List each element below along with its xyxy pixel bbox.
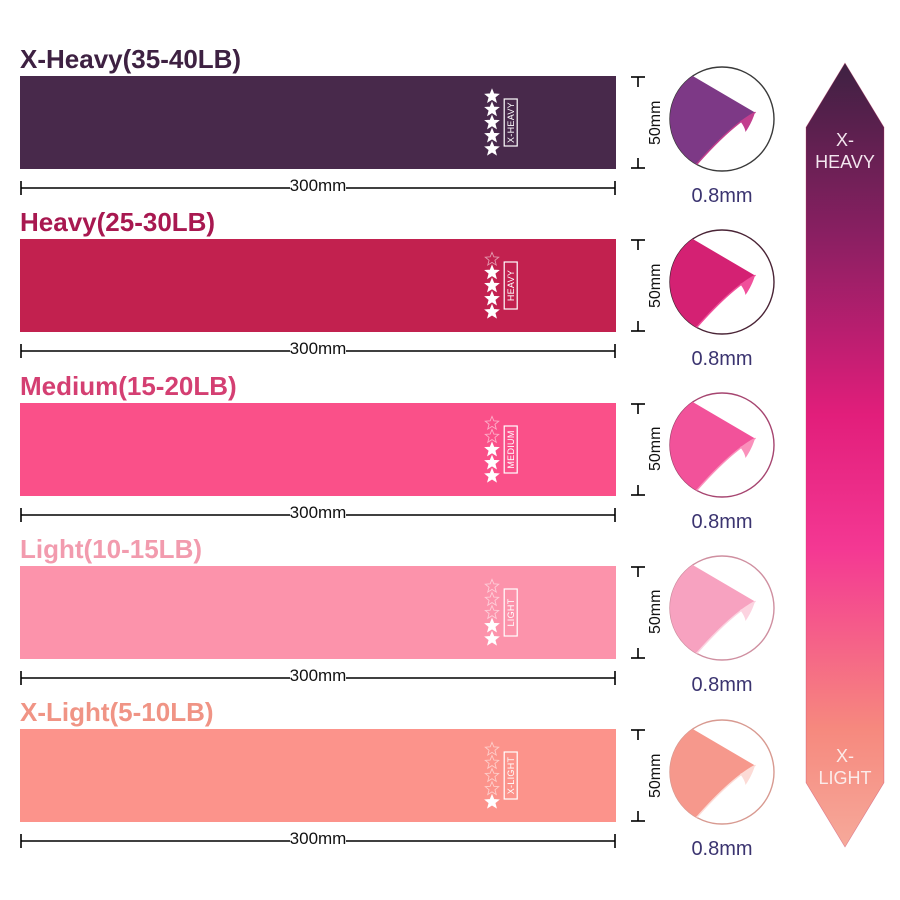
svg-text:X-: X- xyxy=(836,130,854,150)
svg-text:LIGHT: LIGHT xyxy=(506,598,516,626)
svg-text:X-HEAVY: X-HEAVY xyxy=(506,102,516,143)
svg-text:X-: X- xyxy=(836,746,854,766)
svg-text:X-LIGHT: X-LIGHT xyxy=(506,757,516,795)
svg-text:MEDIUM: MEDIUM xyxy=(506,430,516,468)
svg-text:HEAVY: HEAVY xyxy=(815,152,875,172)
svg-text:HEAVY: HEAVY xyxy=(506,270,516,301)
svg-text:LIGHT: LIGHT xyxy=(818,768,871,788)
